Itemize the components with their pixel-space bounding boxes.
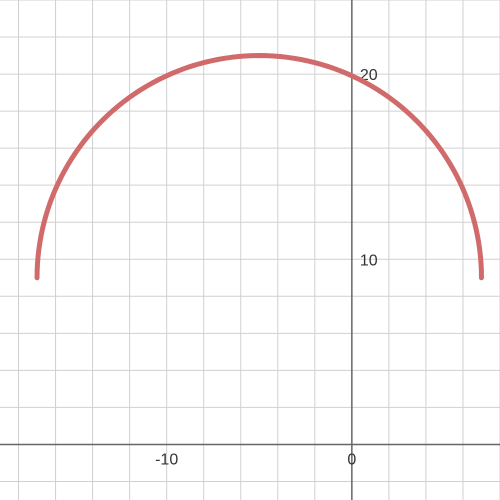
x-tick-label: -10 bbox=[155, 451, 178, 468]
y-tick-label: 10 bbox=[360, 252, 378, 269]
curve-arc bbox=[37, 56, 481, 278]
chart-container: -1001020 bbox=[0, 0, 500, 500]
x-tick-label: 0 bbox=[347, 451, 356, 468]
chart-svg: -1001020 bbox=[0, 0, 500, 500]
